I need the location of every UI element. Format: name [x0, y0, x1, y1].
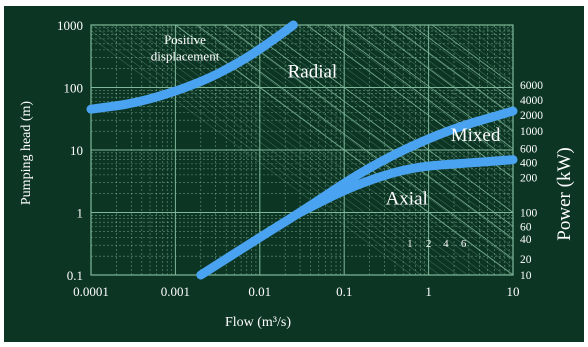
- power-line-minor: [296, 25, 513, 186]
- power-line-minor: [157, 25, 496, 275]
- power-line-minor: [185, 25, 513, 268]
- y-tick-label: 10: [70, 143, 83, 158]
- power-tick-label: 200: [520, 173, 538, 185]
- power-line-minor: [91, 37, 413, 275]
- power-line-minor: [147, 25, 487, 275]
- y-tick-label: 100: [64, 81, 84, 96]
- power-tick-label: 6000: [520, 80, 543, 92]
- region-label: displacement: [151, 49, 220, 64]
- x-tick-labels: 0.0001 0.001 0.01 0.1 1 10: [73, 284, 519, 299]
- power-line-minor: [120, 25, 459, 275]
- x-tick-label: 0.01: [248, 284, 271, 299]
- power-line-label: 2: [426, 238, 432, 250]
- power-line-minor: [166, 25, 505, 275]
- axial-curve: [295, 155, 518, 217]
- power-line: [368, 25, 513, 132]
- power-line-minor: [426, 25, 513, 89]
- power-line-minor: [129, 25, 468, 275]
- power-line-minor: [342, 25, 513, 151]
- power-tick-label: 4000: [520, 95, 543, 107]
- power-line-minor: [138, 25, 478, 275]
- power-tick-label: 20: [520, 254, 532, 266]
- power-line-minor: [352, 25, 513, 144]
- y-tick-label: 0.1: [67, 268, 83, 283]
- power-line: [390, 25, 513, 116]
- y-axis-label: Pumping head (m): [19, 101, 34, 206]
- power-line-minor: [194, 25, 513, 261]
- power-tick-label: 100: [520, 208, 538, 220]
- x-tick-label: 10: [507, 284, 520, 299]
- plot-frame: [90, 24, 514, 276]
- power-line-minor: [417, 25, 513, 96]
- power-line-minor: [324, 25, 513, 165]
- power-line-minor: [315, 25, 513, 172]
- power-line-minor: [407, 25, 513, 103]
- power-line-label: 4: [443, 238, 449, 250]
- power-tick-label: 400: [520, 158, 538, 170]
- power-line-minor: [259, 25, 513, 213]
- power-line-minor: [389, 25, 513, 117]
- power-tick-label: 2000: [520, 110, 543, 122]
- power-line-minor: [203, 25, 513, 254]
- power-tick-label: 40: [520, 234, 532, 246]
- x-axis-label: Flow (m³/s): [225, 315, 291, 330]
- region-label: Positive: [164, 32, 206, 47]
- power-line-minor: [91, 30, 422, 275]
- chart-frame: 0.0001 0.001 0.01 0.1 1 10 0.1 1 10 100 1000 6000…: [4, 6, 584, 342]
- power-line-label: 1: [407, 238, 413, 250]
- power-line-minor: [361, 25, 513, 138]
- region-label: Mixed: [451, 125, 501, 146]
- power-line-minor: [101, 25, 440, 275]
- power-line-minor: [92, 25, 431, 275]
- x-tick-label: 0.1: [336, 284, 352, 299]
- power-line-minor: [212, 25, 513, 248]
- power-line-minor: [7, 6, 513, 13]
- power-line: [326, 25, 513, 163]
- curves: [86, 20, 518, 280]
- power-line-label: 6: [461, 238, 467, 250]
- x-tick-label: 0.001: [161, 284, 190, 299]
- region-label: Axial: [386, 188, 428, 209]
- power-line: [196, 25, 513, 260]
- region-labels: Positive displacement Radial Mixed Axial: [151, 32, 501, 210]
- region-label: Radial: [288, 61, 338, 82]
- power-tick-label: 1000: [520, 126, 543, 138]
- power-tick-label: 60: [520, 221, 532, 233]
- positive-displacement-radial-curve: [86, 20, 298, 114]
- power-line-minor: [305, 25, 513, 179]
- y-tick-label: 1: [77, 206, 84, 221]
- power-line: [410, 25, 513, 101]
- power-line-minor: [370, 25, 513, 131]
- x-tick-label: 0.0001: [73, 284, 109, 299]
- power-line-minor: [398, 25, 513, 110]
- power-line: [345, 25, 513, 149]
- power-line-minor: [287, 25, 513, 193]
- power-line: [174, 25, 513, 275]
- x-tick-label: 1: [425, 284, 432, 299]
- power-line-minor: [250, 25, 513, 220]
- power-line-minor: [110, 25, 450, 275]
- power-axis-label: Power (kW): [554, 147, 575, 240]
- power-line-minor: [175, 25, 513, 275]
- y-tick-labels: 0.1 1 10 100 1000: [57, 18, 83, 283]
- power-line-minor: [333, 25, 513, 158]
- power-line: [306, 25, 513, 179]
- power-tick-label: 10: [520, 270, 532, 282]
- power-tick-label: 600: [520, 144, 538, 156]
- power-line-minor: [380, 25, 513, 124]
- y-tick-label: 1000: [57, 18, 83, 33]
